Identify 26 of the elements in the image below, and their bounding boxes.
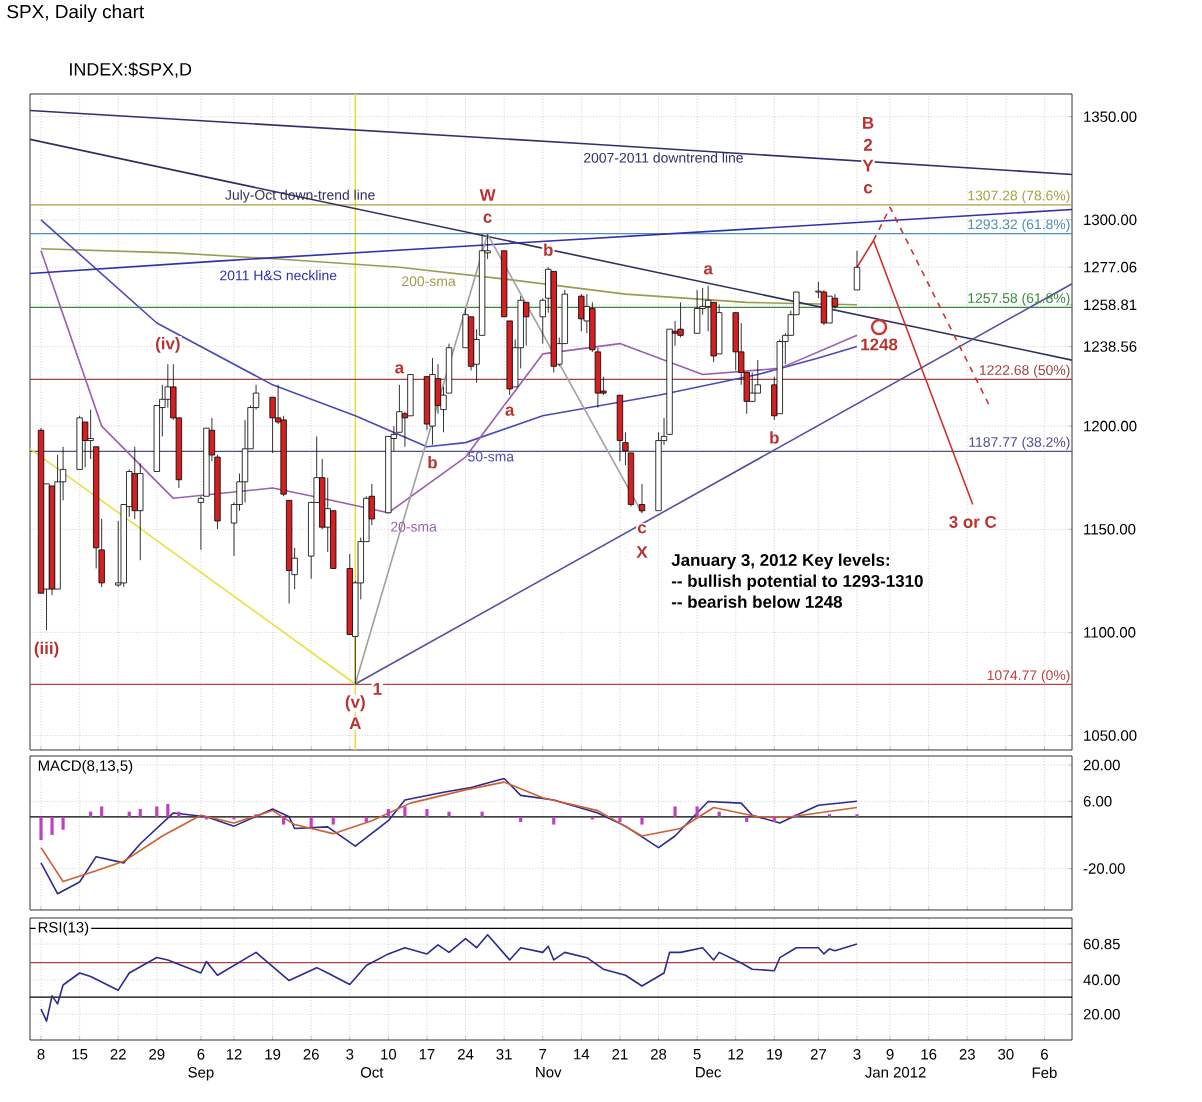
annotation: X (636, 546, 648, 558)
annotation: -- bullish potential to 1293-1310 (671, 574, 923, 591)
annotation: 3 or C (949, 515, 997, 528)
annotation: a (505, 406, 515, 416)
annotation: 1 (373, 683, 382, 695)
annotation: (iv) (155, 337, 180, 353)
annotation: c (637, 524, 647, 534)
annotation: (v) (345, 695, 365, 712)
annotation: January 3, 2012 Key levels: (671, 553, 889, 570)
annotation: a (703, 265, 713, 275)
annotation: W (479, 189, 496, 201)
annotation: -- bearish below 1248 (671, 595, 843, 608)
annotation: b (544, 243, 553, 256)
chart-title: SPX, Daily chart (7, 4, 145, 23)
annotation: b (428, 456, 437, 469)
annotation: A (349, 717, 361, 730)
annotation: 2 (863, 138, 873, 151)
chart-subtitle: INDEX:$SPX,D (70, 62, 192, 78)
annotation: 1248 (861, 338, 898, 351)
annotation: Y (862, 159, 874, 172)
annotation: c (863, 184, 873, 194)
annotation: (iii) (34, 641, 59, 658)
annotation: c (483, 213, 492, 223)
annotation: a (395, 364, 405, 374)
annotation: b (770, 431, 779, 444)
annotation: B (863, 117, 874, 129)
